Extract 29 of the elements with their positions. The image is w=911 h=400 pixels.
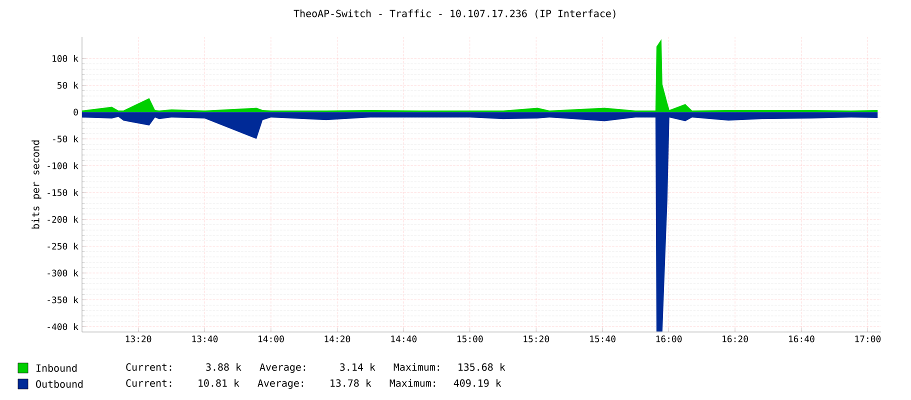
y-tick-label: -150 k	[48, 189, 78, 196]
y-tick-label: -200 k	[48, 216, 78, 223]
x-tick-label: 16:20	[722, 336, 748, 342]
x-tick-label: 14:00	[258, 336, 284, 342]
x-tick-label: 16:00	[656, 336, 682, 342]
legend-label: Inbound	[36, 364, 77, 372]
y-tick-label: -300 k	[48, 270, 78, 276]
chart-title: TheoAP-Switch - Traffic - 10.107.17.236 (IP Interface)	[294, 10, 616, 18]
x-tick-label: 15:20	[524, 336, 550, 342]
y-tick-label: 50 k	[58, 82, 78, 89]
x-tick-label: 17:00	[855, 336, 881, 342]
y-tick-label: 100 k	[52, 54, 78, 62]
x-tick-label: 16:40	[789, 336, 814, 342]
x-tick-label: 13:40	[192, 336, 218, 342]
y-tick-label: -350 k	[48, 296, 78, 304]
y-tick-label: -100 k	[48, 162, 78, 170]
text: Current: 10.81 k Average: 13.78 k Maximum: 409.19 k	[126, 379, 502, 389]
y-tick-label: -250 k	[48, 242, 78, 250]
y-tick-label: -400 k	[48, 323, 78, 330]
x-tick-label: 14:40	[391, 336, 417, 342]
y-tick-label: 0	[74, 108, 78, 116]
y-axis-title: bits per second	[32, 140, 42, 229]
x-tick-label: 14:20	[324, 336, 350, 342]
y-tick-label: -50 k	[53, 135, 78, 142]
x-tick-label: 15:40	[590, 336, 616, 342]
x-tick-label: 13:20	[126, 336, 152, 342]
text: Current: 3.88 k Average: 3.14 k Maximum: 135.68 k	[126, 363, 506, 373]
legend-label: Outbound	[36, 380, 83, 388]
x-tick-label: 15:00	[457, 336, 483, 342]
